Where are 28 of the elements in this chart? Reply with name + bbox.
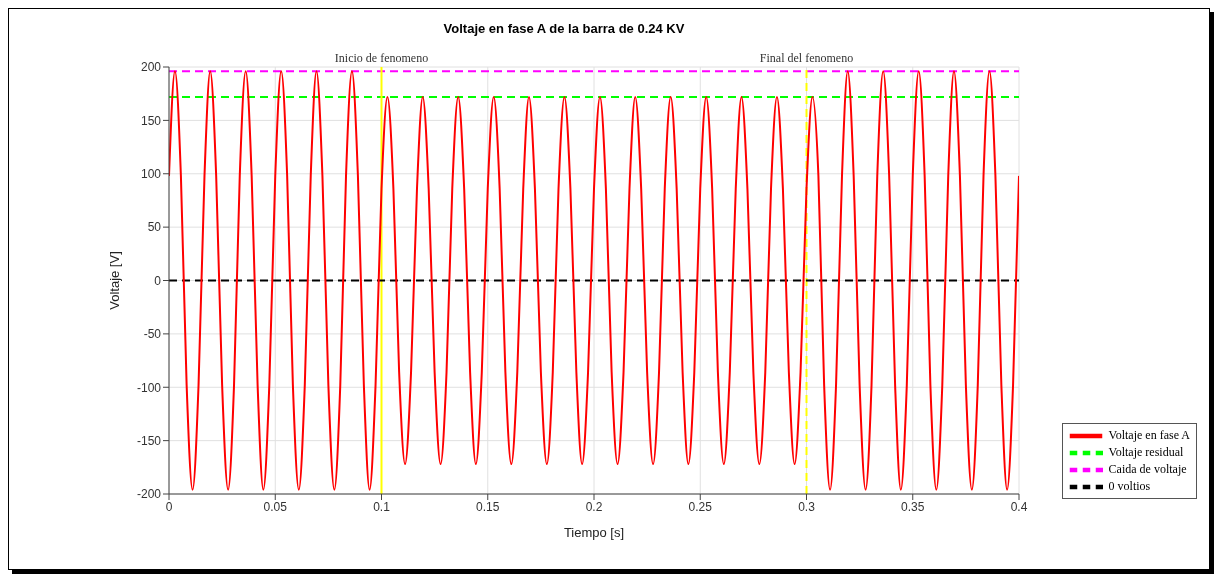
x-tick-label: 0.05	[263, 499, 288, 514]
y-tick-label: 200	[140, 60, 162, 75]
x-axis-title: Tiempo [s]	[563, 525, 625, 540]
y-tick-label: 50	[147, 220, 162, 235]
line-series	[169, 70, 1019, 491]
x-tick-label: 0.1	[373, 499, 391, 514]
legend-label: Caida de voltaje	[1108, 461, 1187, 478]
y-axis-title: Voltaje [V]	[106, 251, 122, 310]
y-tick-label: -200	[136, 487, 162, 502]
x-tick-label: 0.25	[688, 499, 713, 514]
x-tick-label: 0.4	[1010, 499, 1028, 514]
x-tick-label: 0	[165, 499, 173, 514]
y-tick-label: -100	[136, 380, 162, 395]
ref-line-label: Final del fenomeno	[759, 51, 854, 65]
legend-label: 0 voltios	[1108, 478, 1151, 495]
x-tick-label: 0.15	[476, 499, 500, 514]
y-tick-label: 150	[140, 113, 162, 128]
y-tick-label: -50	[143, 327, 162, 342]
y-tick-label: -150	[136, 433, 162, 448]
ref-line-label: Inicio de fenomeno	[334, 51, 429, 65]
x-tick-label: 0.3	[798, 499, 816, 514]
legend-label: Voltaje residual	[1108, 444, 1184, 461]
x-tick-label: 0.35	[901, 499, 925, 514]
y-tick-label: 100	[140, 167, 162, 182]
y-tick-label: 0	[154, 273, 162, 288]
chart-title: Voltaje en fase A de la barra de 0.24 KV	[443, 21, 685, 36]
x-tick-label: 0.2	[585, 499, 603, 514]
legend-label: Voltaje en fase A	[1108, 427, 1190, 444]
